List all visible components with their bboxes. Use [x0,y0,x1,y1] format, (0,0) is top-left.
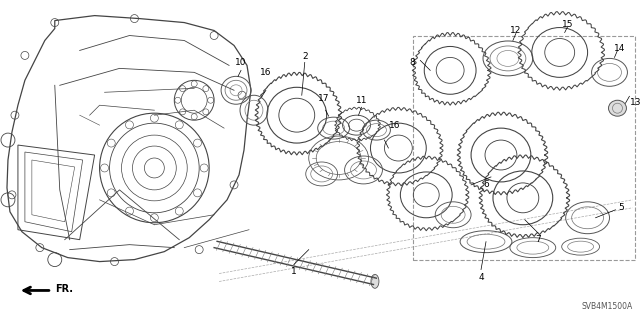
Text: 8: 8 [410,58,415,67]
Bar [413,35,636,260]
Text: 1: 1 [291,267,297,276]
Text: 2: 2 [302,52,308,61]
Text: FR.: FR. [55,285,73,294]
Text: 17: 17 [318,94,330,103]
Text: 15: 15 [562,20,573,29]
Text: 10: 10 [236,58,247,67]
Text: 7: 7 [535,235,541,244]
Text: 6: 6 [483,181,489,189]
Text: 5: 5 [619,203,625,212]
Text: 12: 12 [510,26,522,35]
Text: SVB4M1500A: SVB4M1500A [581,302,632,311]
Text: 4: 4 [478,273,484,282]
Text: 11: 11 [356,96,367,105]
Text: 16: 16 [388,121,400,130]
Ellipse shape [609,100,627,116]
Ellipse shape [371,274,379,288]
Text: 16: 16 [260,68,271,77]
Text: 13: 13 [630,98,640,107]
Text: 14: 14 [614,44,625,53]
